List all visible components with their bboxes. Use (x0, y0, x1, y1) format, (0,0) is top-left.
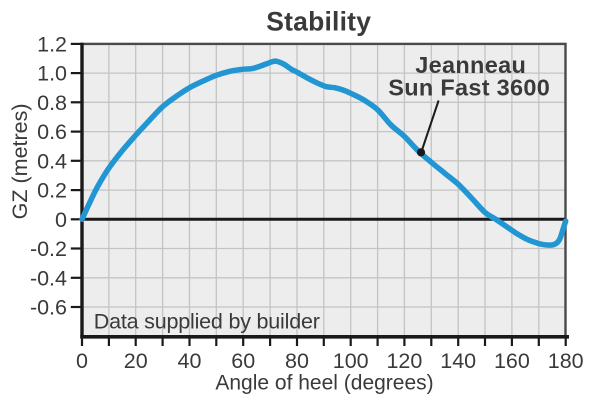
svg-text:1.0: 1.0 (37, 62, 67, 86)
svg-text:0.2: 0.2 (37, 179, 67, 203)
svg-text:100: 100 (333, 349, 369, 373)
svg-text:0.4: 0.4 (37, 149, 67, 173)
svg-text:Data supplied by builder: Data supplied by builder (94, 310, 320, 334)
svg-text:60: 60 (231, 349, 255, 373)
svg-text:Sun Fast 3600: Sun Fast 3600 (388, 75, 550, 101)
svg-text:-0.2: -0.2 (30, 237, 67, 261)
svg-text:-0.6: -0.6 (30, 296, 67, 320)
svg-text:120: 120 (386, 349, 422, 373)
svg-text:GZ (metres): GZ (metres) (8, 103, 32, 219)
svg-text:140: 140 (440, 349, 476, 373)
svg-text:40: 40 (178, 349, 202, 373)
svg-text:-0.4: -0.4 (30, 266, 67, 290)
svg-text:Jeanneau: Jeanneau (415, 52, 526, 78)
svg-text:0.6: 0.6 (37, 120, 67, 144)
svg-text:80: 80 (285, 349, 309, 373)
svg-text:Angle of heel (degrees): Angle of heel (degrees) (215, 371, 433, 394)
svg-text:180: 180 (548, 349, 584, 373)
svg-text:0.8: 0.8 (37, 91, 67, 115)
svg-text:1.2: 1.2 (37, 32, 67, 56)
svg-text:160: 160 (494, 349, 530, 373)
svg-text:20: 20 (124, 349, 148, 373)
svg-text:0: 0 (55, 208, 67, 232)
svg-text:Stability: Stability (266, 7, 371, 37)
svg-text:0: 0 (76, 349, 88, 373)
